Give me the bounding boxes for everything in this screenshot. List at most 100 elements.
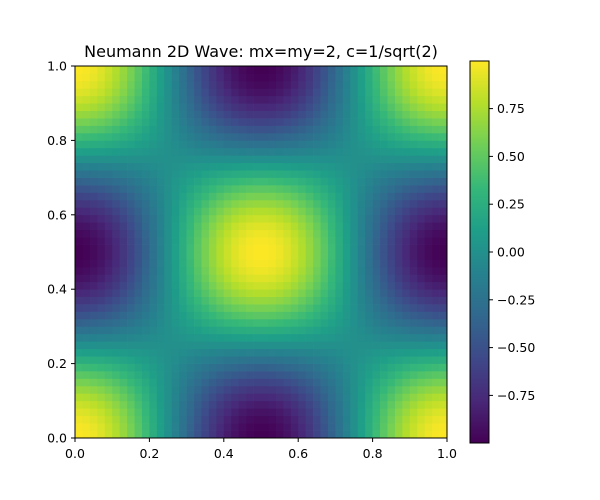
- heatmap-cell: [231, 147, 240, 156]
- heatmap-cell: [194, 110, 202, 119]
- heatmap-cell: [424, 348, 433, 357]
- heatmap-cell: [82, 252, 91, 260]
- heatmap-cell: [365, 199, 373, 208]
- heatmap-cell: [275, 311, 284, 320]
- heatmap-cell: [417, 304, 426, 312]
- heatmap-cell: [439, 199, 448, 208]
- heatmap-cell: [112, 304, 120, 312]
- heatmap-cell: [261, 371, 269, 379]
- heatmap-cell: [365, 170, 373, 178]
- heatmap-cell: [253, 66, 262, 74]
- heatmap-cell: [156, 80, 165, 89]
- heatmap-cell: [171, 155, 180, 164]
- heatmap-cell: [164, 430, 173, 439]
- heatmap-cell: [372, 348, 381, 357]
- heatmap-cell: [327, 333, 336, 342]
- heatmap-cell: [261, 333, 269, 342]
- heatmap-cell: [417, 214, 426, 223]
- heatmap-cell: [164, 363, 173, 372]
- heatmap-cell: [104, 185, 113, 193]
- heatmap-cell: [380, 170, 388, 178]
- heatmap-cell: [82, 259, 91, 268]
- heatmap-cell: [380, 281, 388, 290]
- heatmap-cell: [439, 222, 448, 231]
- heatmap-cell: [313, 140, 321, 149]
- heatmap-cell: [194, 199, 202, 208]
- heatmap-cell: [201, 199, 210, 208]
- heatmap-cell: [402, 207, 411, 216]
- heatmap-cell: [327, 162, 336, 171]
- heatmap-cell: [439, 95, 448, 104]
- heatmap-cell: [75, 259, 83, 268]
- heatmap-cell: [283, 356, 292, 364]
- heatmap-cell: [409, 378, 418, 387]
- heatmap-cell: [424, 73, 433, 82]
- heatmap-cell: [112, 80, 120, 89]
- heatmap-cell: [186, 177, 195, 186]
- heatmap-cell: [380, 393, 388, 402]
- heatmap-cell: [290, 66, 299, 74]
- heatmap-cell: [268, 333, 277, 342]
- heatmap-cell: [231, 296, 240, 305]
- heatmap-cell: [149, 170, 158, 178]
- heatmap-cell: [402, 199, 411, 208]
- heatmap-cell: [268, 259, 277, 268]
- heatmap-cell: [149, 140, 158, 149]
- heatmap-cell: [97, 274, 106, 283]
- heatmap-cell: [119, 304, 128, 312]
- heatmap-cell: [327, 229, 336, 238]
- heatmap-cell: [194, 400, 202, 409]
- heatmap-cell: [141, 341, 150, 350]
- heatmap-cell: [365, 237, 373, 245]
- heatmap-cell: [283, 192, 292, 201]
- heatmap-cell: [268, 207, 277, 216]
- heatmap-cell: [432, 118, 440, 126]
- heatmap-cell: [208, 371, 217, 379]
- heatmap-cell: [223, 289, 232, 297]
- heatmap-cell: [134, 378, 143, 387]
- heatmap-cell: [216, 237, 225, 245]
- heatmap-cell: [365, 341, 373, 350]
- heatmap-cell: [261, 378, 269, 387]
- heatmap-cell: [275, 155, 284, 164]
- heatmap-cell: [313, 177, 321, 186]
- heatmap-cell: [402, 400, 411, 409]
- heatmap-cell: [305, 170, 314, 178]
- heatmap-cell: [268, 408, 277, 417]
- heatmap-cell: [439, 132, 448, 141]
- heatmap-cell: [149, 289, 158, 297]
- heatmap-cell: [357, 177, 366, 186]
- heatmap-cell: [327, 274, 336, 283]
- heatmap-cell: [119, 393, 128, 402]
- heatmap-cell: [424, 66, 433, 74]
- heatmap-cell: [357, 266, 366, 275]
- heatmap-cell: [261, 140, 269, 149]
- heatmap-cell: [89, 155, 98, 164]
- heatmap-cell: [149, 80, 158, 89]
- heatmap-cell: [298, 252, 306, 260]
- heatmap-cell: [223, 192, 232, 201]
- heatmap-cell: [387, 103, 396, 111]
- heatmap-cell: [439, 363, 448, 372]
- heatmap-cell: [417, 296, 426, 305]
- heatmap-cell: [104, 296, 113, 305]
- heatmap-cell: [283, 311, 292, 320]
- heatmap-cell: [231, 162, 240, 171]
- heatmap-cell: [82, 229, 91, 238]
- heatmap-cell: [380, 289, 388, 297]
- heatmap-cell: [141, 222, 150, 231]
- heatmap-cell: [335, 311, 344, 320]
- heatmap-cell: [439, 237, 448, 245]
- heatmap-cell: [231, 266, 240, 275]
- heatmap-cell: [223, 252, 232, 260]
- heatmap-cell: [365, 318, 373, 327]
- heatmap-cell: [313, 289, 321, 297]
- y-axis: 0.00.20.40.60.81.0: [47, 59, 75, 446]
- heatmap-cell: [89, 147, 98, 156]
- heatmap-cell: [290, 177, 299, 186]
- heatmap-cell: [97, 88, 106, 97]
- heatmap-cell: [194, 177, 202, 186]
- heatmap-cell: [327, 393, 336, 402]
- heatmap-cell: [305, 415, 314, 424]
- heatmap-cell: [402, 348, 411, 357]
